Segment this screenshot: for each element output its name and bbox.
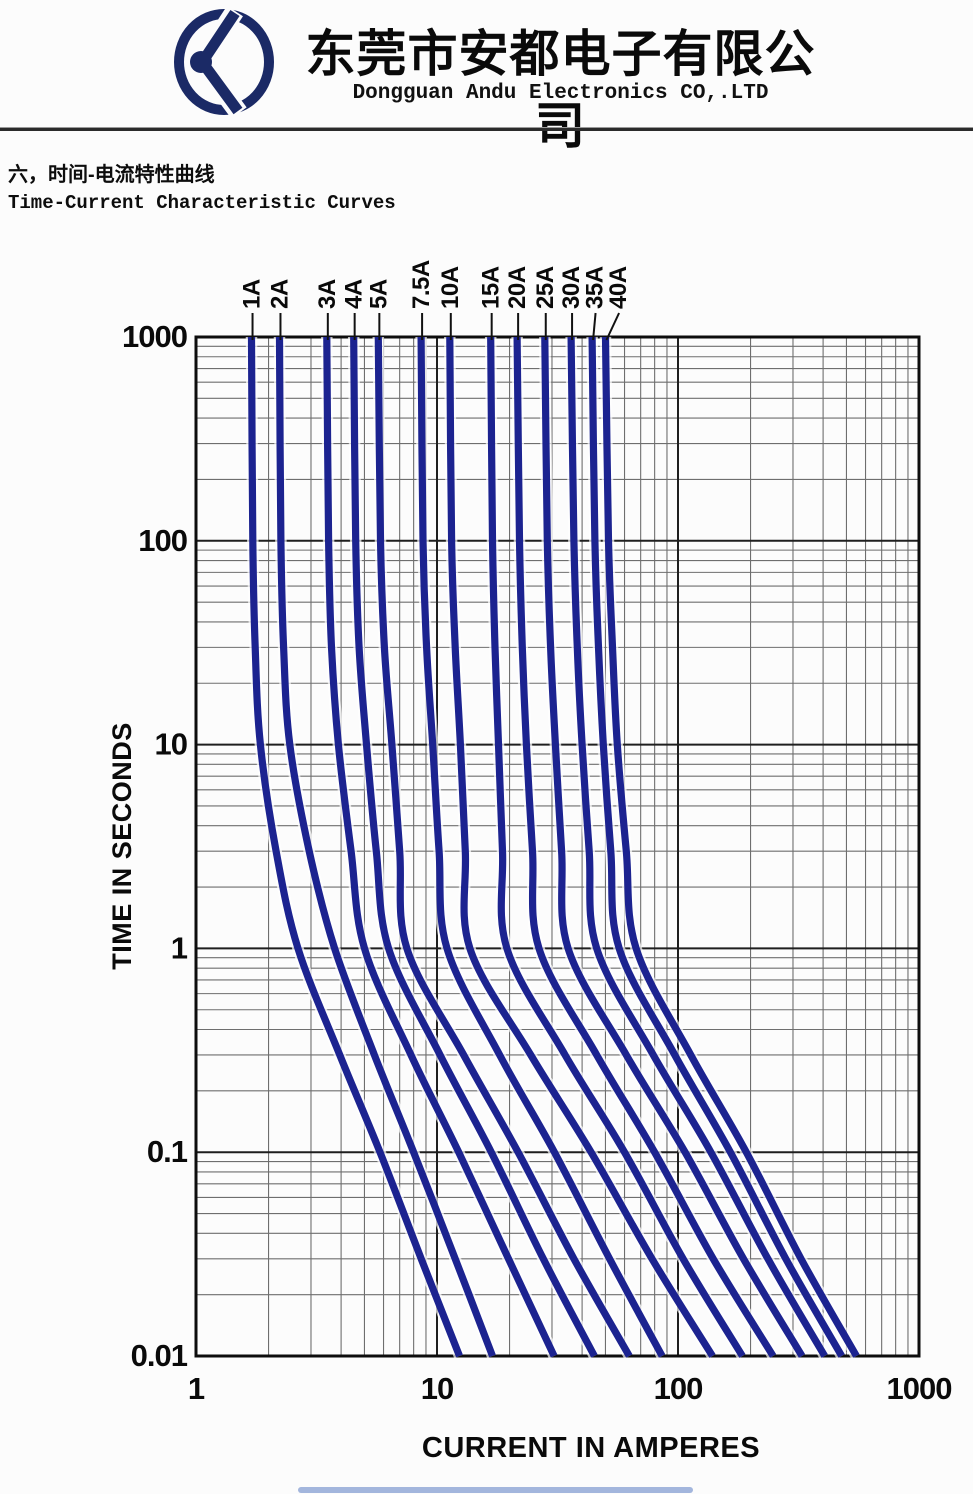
y-tick-label-1000: 1000 — [122, 319, 187, 354]
curve-40A — [601, 336, 860, 1358]
curve-label-2A: 2A — [266, 279, 293, 309]
curve-3A — [323, 336, 558, 1358]
section-title-english: Time-Current Characteristic Curves — [8, 192, 396, 214]
x-tick-label-10: 10 — [421, 1371, 453, 1406]
curve-label-5A: 5A — [365, 279, 392, 309]
curve-1A — [247, 336, 463, 1358]
company-name-chinese: 东莞市安都电子有限公司 — [305, 26, 816, 154]
curve-7.5A — [417, 336, 666, 1358]
header-divider — [0, 127, 973, 131]
curve-label-7.5A: 7.5A — [408, 260, 435, 309]
y-axis-ticks: 1000 100 10 1 0.1 0.01 — [122, 319, 189, 1373]
curve-label-1A: 1A — [239, 279, 266, 309]
y-tick-label-0.1: 0.1 — [147, 1134, 188, 1169]
curve-25A — [541, 336, 806, 1358]
logo-dot — [190, 51, 212, 73]
y-tick-label-100: 100 — [138, 523, 187, 558]
curve-halo-40A — [599, 336, 862, 1359]
curve-label-30A: 30A — [558, 266, 585, 309]
curve-4A — [350, 336, 598, 1358]
curve-35A — [588, 336, 845, 1358]
y-tick-label-1: 1 — [171, 930, 188, 965]
fuse-curves — [245, 336, 862, 1360]
curve-5A — [374, 336, 633, 1358]
curve-label-25A: 25A — [532, 266, 559, 309]
curve-label-leader-40A — [605, 312, 620, 341]
logo-chevron — [200, 9, 243, 115]
section-title-chinese: 六，时间-电流特性曲线 — [8, 164, 215, 186]
curve-20A — [513, 336, 777, 1358]
curve-label-35A: 35A — [582, 266, 609, 309]
x-tick-label-1000: 1000 — [887, 1371, 952, 1406]
company-logo-icon — [174, 5, 274, 119]
curve-label-10A: 10A — [437, 266, 464, 309]
curve-10A — [446, 336, 716, 1358]
curve-label-20A: 20A — [504, 266, 531, 309]
page-bottom-blue-line — [298, 1487, 693, 1493]
y-tick-label-0.01: 0.01 — [131, 1338, 188, 1373]
curve-label-40A: 40A — [605, 266, 632, 309]
y-axis-title: TIME IN SECONDS — [107, 722, 137, 970]
curve-15A — [487, 336, 746, 1358]
curve-2A — [275, 336, 496, 1358]
x-tick-label-100: 100 — [654, 1371, 703, 1406]
x-tick-label-1: 1 — [188, 1371, 205, 1406]
company-logo — [166, 5, 282, 120]
x-axis-title: CURRENT IN AMPERES — [422, 1432, 760, 1464]
company-name-english: Dongguan Andu Electronics CO,.LTD — [352, 82, 769, 105]
curve-label-4A: 4A — [341, 279, 368, 309]
y-tick-label-10: 10 — [155, 727, 187, 762]
plot-border — [194, 335, 921, 1358]
curve-label-leader-35A — [592, 312, 597, 341]
curve-label-15A: 15A — [478, 266, 505, 309]
curve-30A — [567, 336, 828, 1358]
x-axis-ticks: 1 10 100 1000 — [188, 1371, 953, 1406]
curve-label-3A: 3A — [314, 279, 341, 309]
